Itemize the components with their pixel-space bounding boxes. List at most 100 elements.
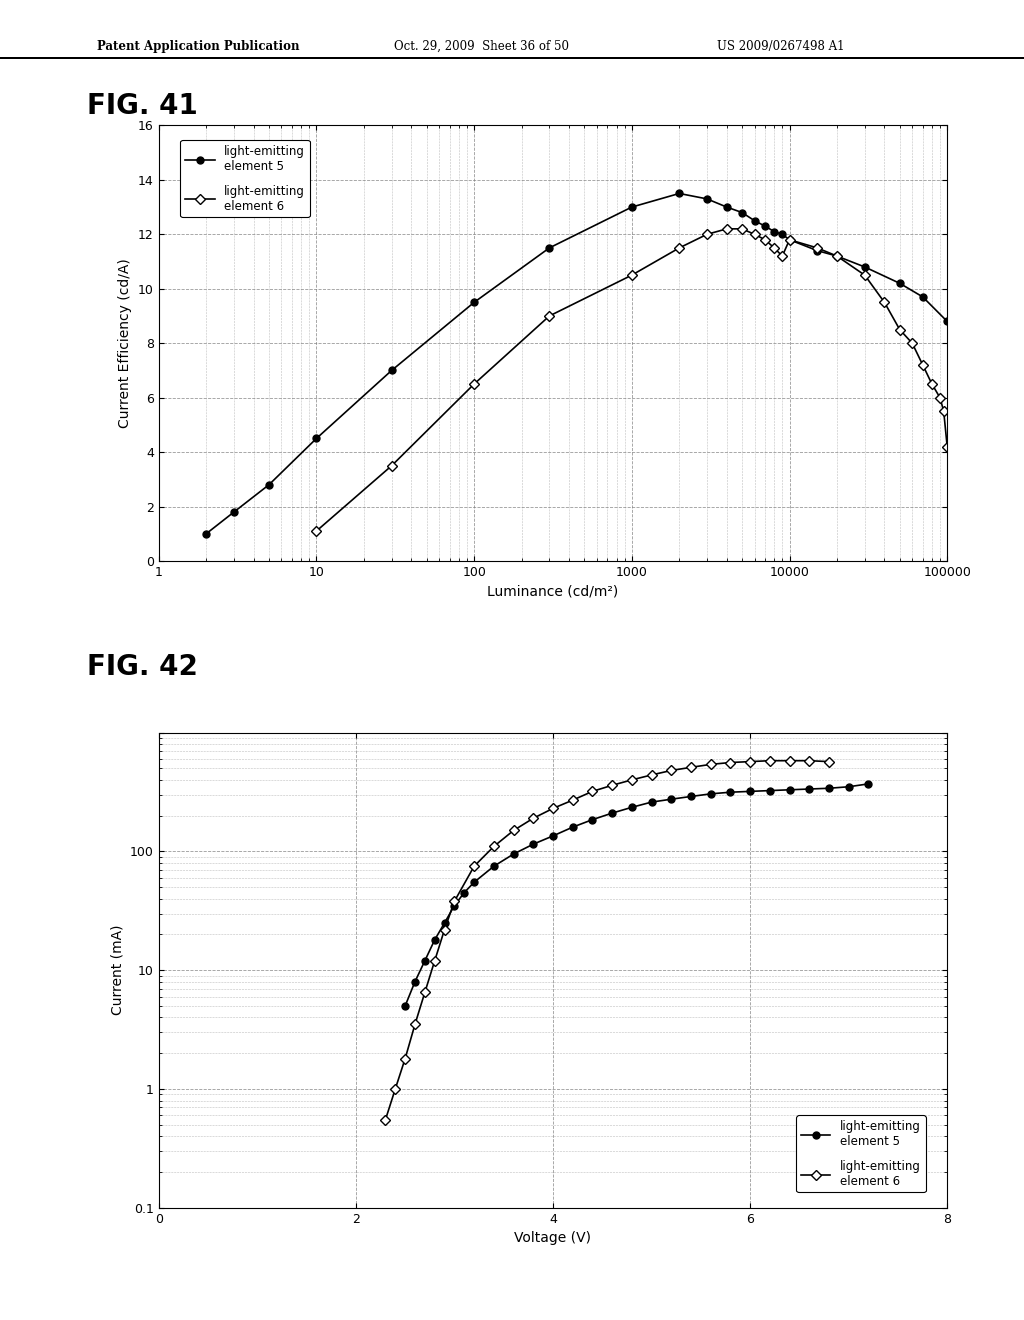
light-emitting
element 5 (764, 783, 776, 799)
light-emitting
element 6 (749, 227, 761, 243)
Line: light-emitting
element 6: light-emitting element 6 (313, 226, 950, 535)
light-emitting
element 6 (468, 858, 480, 874)
Text: FIG. 42: FIG. 42 (87, 653, 198, 681)
light-emitting
element 5 (673, 186, 685, 202)
light-emitting
element 6 (673, 240, 685, 256)
light-emitting
element 6 (700, 227, 713, 243)
light-emitting
element 5 (428, 932, 440, 948)
light-emitting
element 5 (606, 805, 618, 821)
light-emitting
element 6 (419, 985, 431, 1001)
light-emitting
element 6 (783, 752, 796, 768)
light-emitting
element 5 (543, 240, 555, 256)
light-emitting
element 6 (926, 376, 938, 392)
light-emitting
element 6 (743, 754, 756, 770)
light-emitting
element 6 (783, 232, 796, 248)
light-emitting
element 6 (508, 822, 520, 838)
light-emitting
element 5 (263, 477, 275, 492)
light-emitting
element 5 (626, 199, 638, 215)
light-emitting
element 6 (803, 752, 815, 768)
light-emitting
element 5 (566, 820, 579, 836)
light-emitting
element 5 (438, 915, 451, 931)
X-axis label: Luminance (cd/m²): Luminance (cd/m²) (487, 585, 618, 598)
light-emitting
element 6 (685, 759, 697, 775)
light-emitting
element 5 (941, 313, 953, 329)
light-emitting
element 6 (941, 438, 953, 454)
light-emitting
element 5 (200, 525, 212, 541)
light-emitting
element 6 (399, 1051, 412, 1067)
Text: FIG. 41: FIG. 41 (87, 92, 198, 120)
light-emitting
element 5 (487, 858, 500, 874)
light-emitting
element 6 (721, 220, 733, 236)
light-emitting
element 5 (399, 998, 412, 1014)
light-emitting
element 6 (934, 389, 946, 405)
light-emitting
element 5 (736, 205, 749, 220)
light-emitting
element 5 (586, 812, 598, 828)
light-emitting
element 6 (645, 767, 657, 783)
light-emitting
element 5 (724, 784, 736, 800)
light-emitting
element 5 (811, 243, 823, 259)
light-emitting
element 6 (916, 356, 929, 372)
light-emitting
element 5 (843, 779, 855, 795)
light-emitting
element 5 (768, 223, 780, 239)
light-emitting
element 5 (776, 227, 788, 243)
Text: Oct. 29, 2009  Sheet 36 of 50: Oct. 29, 2009 Sheet 36 of 50 (394, 40, 569, 53)
light-emitting
element 5 (721, 199, 733, 215)
light-emitting
element 6 (566, 792, 579, 808)
light-emitting
element 6 (705, 756, 717, 772)
Legend: light-emitting
element 5, light-emitting
element 6: light-emitting element 5, light-emitting… (797, 1115, 926, 1192)
light-emitting
element 5 (468, 294, 480, 310)
light-emitting
element 6 (906, 335, 919, 351)
Legend: light-emitting
element 5, light-emitting
element 6: light-emitting element 5, light-emitting… (180, 140, 309, 218)
light-emitting
element 6 (409, 1016, 421, 1032)
light-emitting
element 5 (743, 784, 756, 800)
light-emitting
element 5 (830, 248, 843, 264)
light-emitting
element 6 (823, 754, 836, 770)
light-emitting
element 6 (449, 894, 461, 909)
light-emitting
element 5 (783, 232, 796, 248)
light-emitting
element 6 (764, 752, 776, 768)
light-emitting
element 5 (547, 828, 559, 843)
Y-axis label: Current Efficiency (cd/A): Current Efficiency (cd/A) (119, 259, 132, 428)
light-emitting
element 5 (310, 430, 323, 446)
light-emitting
element 6 (811, 240, 823, 256)
light-emitting
element 5 (508, 846, 520, 862)
light-emitting
element 5 (227, 504, 240, 520)
Y-axis label: Current (mA): Current (mA) (111, 925, 125, 1015)
light-emitting
element 5 (685, 788, 697, 804)
light-emitting
element 5 (705, 785, 717, 801)
light-emitting
element 6 (487, 838, 500, 854)
light-emitting
element 5 (783, 781, 796, 797)
light-emitting
element 5 (749, 213, 761, 228)
light-emitting
element 6 (830, 248, 843, 264)
light-emitting
element 6 (606, 777, 618, 793)
light-emitting
element 5 (858, 259, 870, 275)
light-emitting
element 6 (379, 1111, 391, 1127)
light-emitting
element 6 (879, 294, 891, 310)
light-emitting
element 6 (310, 523, 323, 539)
light-emitting
element 5 (419, 953, 431, 969)
light-emitting
element 5 (409, 974, 421, 990)
light-emitting
element 6 (389, 1081, 401, 1097)
light-emitting
element 6 (547, 800, 559, 816)
Text: Patent Application Publication: Patent Application Publication (97, 40, 300, 53)
light-emitting
element 5 (916, 289, 929, 305)
Line: light-emitting
element 5: light-emitting element 5 (203, 190, 950, 537)
light-emitting
element 6 (527, 810, 540, 826)
Line: light-emitting
element 5: light-emitting element 5 (401, 780, 871, 1010)
light-emitting
element 6 (586, 784, 598, 800)
light-emitting
element 6 (776, 248, 788, 264)
light-emitting
element 5 (759, 218, 771, 234)
light-emitting
element 6 (543, 308, 555, 323)
light-emitting
element 5 (468, 874, 480, 890)
light-emitting
element 6 (724, 755, 736, 771)
light-emitting
element 6 (468, 376, 480, 392)
light-emitting
element 5 (645, 795, 657, 810)
light-emitting
element 6 (736, 220, 749, 236)
light-emitting
element 6 (768, 240, 780, 256)
light-emitting
element 5 (700, 191, 713, 207)
light-emitting
element 6 (759, 232, 771, 248)
light-emitting
element 6 (385, 458, 397, 474)
light-emitting
element 5 (803, 781, 815, 797)
light-emitting
element 6 (428, 953, 440, 969)
light-emitting
element 5 (527, 837, 540, 853)
